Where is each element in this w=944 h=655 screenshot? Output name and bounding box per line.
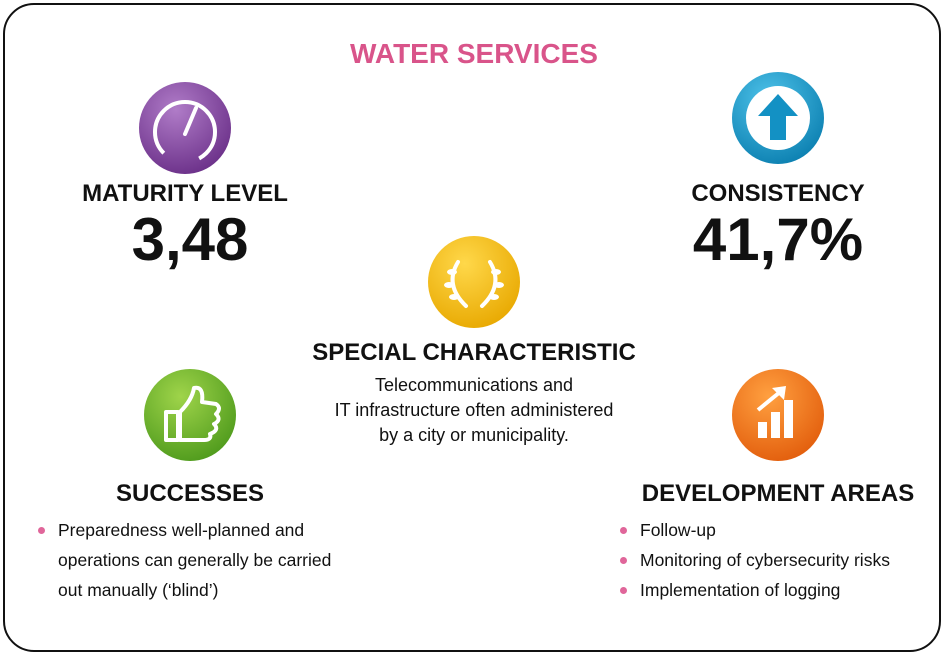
maturity-value: 3,48 bbox=[131, 206, 249, 273]
gauge-icon bbox=[139, 82, 231, 174]
successes-list: Preparedness well-planned and operations… bbox=[36, 515, 356, 605]
successes-label: SUCCESSES bbox=[115, 480, 265, 507]
consistency-value: 41,7% bbox=[692, 206, 864, 273]
thumbs-up-icon bbox=[144, 369, 236, 461]
consistency-label: CONSISTENCY bbox=[691, 180, 865, 207]
special-line: Telecommunications and bbox=[374, 375, 574, 395]
special-line: IT infrastructure often administered bbox=[334, 400, 614, 420]
laurel-icon bbox=[428, 236, 520, 328]
arrow-icon bbox=[732, 72, 824, 164]
development-item: Follow-up bbox=[618, 515, 918, 545]
growth-icon bbox=[732, 369, 824, 461]
success-item: Preparedness well-planned and operations… bbox=[36, 515, 356, 605]
maturity-label: MATURITY LEVEL bbox=[82, 180, 288, 207]
title: WATER SERVICES bbox=[350, 38, 598, 69]
development-item: Implementation of logging bbox=[618, 575, 918, 605]
special-text: Telecommunications and IT infrastructure … bbox=[335, 373, 614, 448]
development-item: Monitoring of cybersecurity risks bbox=[618, 545, 918, 575]
special-label: SPECIAL CHARACTERISTIC bbox=[312, 339, 636, 366]
development-list: Follow-up Monitoring of cybersecurity ris… bbox=[618, 515, 918, 605]
special-line: by a city or municipality. bbox=[379, 425, 569, 445]
development-label: DEVELOPMENT AREAS bbox=[641, 480, 915, 507]
